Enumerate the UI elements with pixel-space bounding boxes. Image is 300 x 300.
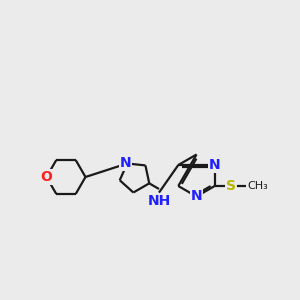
- Text: S: S: [226, 179, 236, 193]
- Text: CH₃: CH₃: [248, 181, 268, 191]
- Text: N: N: [191, 190, 202, 203]
- Text: O: O: [40, 170, 52, 184]
- Text: N: N: [209, 158, 220, 172]
- Text: NH: NH: [147, 194, 171, 208]
- Text: N: N: [120, 156, 131, 170]
